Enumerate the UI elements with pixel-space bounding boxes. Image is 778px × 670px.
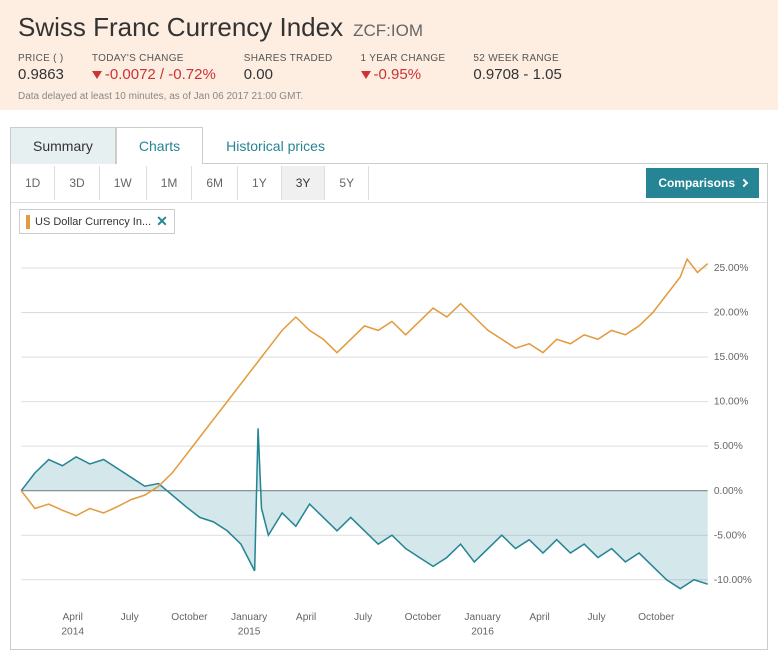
stat-value: -0.0072 / -0.72% [92, 66, 216, 83]
stat-label: 1 YEAR CHANGE [361, 53, 446, 64]
stat-range: 52 WEEK RANGE 0.9708 - 1.05 [473, 53, 561, 83]
y-tick-label: 25.00% [714, 263, 749, 274]
tab-summary[interactable]: Summary [10, 127, 116, 164]
range-btn-1w[interactable]: 1W [100, 166, 147, 200]
stat-label: 52 WEEK RANGE [473, 53, 561, 64]
chart-panel: 1D3D1W1M6M1Y3Y5Y Comparisons US Dollar C… [10, 164, 768, 650]
quote-header: Swiss Franc Currency Index ZCF:IOM PRICE… [0, 0, 778, 110]
stat-label: PRICE ( ) [18, 53, 64, 64]
ticker-symbol: ZCF:IOM [353, 21, 423, 41]
comparison-chips: US Dollar Currency In... ✕ [11, 203, 767, 240]
x-tick-label: October [405, 612, 442, 623]
comparison-chip[interactable]: US Dollar Currency In... ✕ [19, 209, 175, 234]
x-tick-label: October [171, 612, 208, 623]
y-tick-label: 0.00% [714, 486, 743, 497]
y-tick-label: -5.00% [714, 530, 746, 541]
chip-label: US Dollar Currency In... [35, 216, 151, 228]
x-tick-label: October [638, 612, 675, 623]
stat-value: 0.9708 - 1.05 [473, 66, 561, 83]
arrow-down-icon [92, 71, 102, 79]
line-chart: -10.00% -5.00% 0.00% 5.00% 10.00% 15.00% 20.00… [11, 240, 767, 649]
x-tick-year: 2016 [471, 626, 494, 637]
x-tick-label: April [529, 612, 549, 623]
range-btn-1d[interactable]: 1D [11, 166, 55, 200]
x-tick-label: January [464, 612, 501, 623]
stat-value: 0.00 [244, 66, 333, 83]
range-selector: 1D3D1W1M6M1Y3Y5Y Comparisons [11, 164, 767, 203]
close-icon[interactable]: ✕ [156, 213, 168, 230]
x-tick-year: 2015 [238, 626, 261, 637]
y-tick-label: 20.00% [714, 308, 749, 319]
chip-swatch [26, 215, 30, 229]
stat-value: -0.95% [361, 66, 446, 83]
instrument-name: Swiss Franc Currency Index [18, 12, 343, 43]
series-fill [21, 428, 708, 588]
x-tick-label: July [587, 612, 606, 623]
x-tick-label: July [121, 612, 140, 623]
stat-value: 0.9863 [18, 66, 64, 83]
stat-label: TODAY'S CHANGE [92, 53, 216, 64]
stat-change: TODAY'S CHANGE -0.0072 / -0.72% [92, 53, 216, 83]
x-tick-label: January [231, 612, 268, 623]
chart-area: -10.00% -5.00% 0.00% 5.00% 10.00% 15.00% 20.00… [11, 240, 767, 649]
chevron-right-icon [740, 179, 748, 187]
range-btn-5y[interactable]: 5Y [325, 166, 369, 200]
delay-note: Data delayed at least 10 minutes, as of … [18, 91, 760, 102]
y-tick-label: 10.00% [714, 397, 749, 408]
tab-historical[interactable]: Historical prices [203, 127, 348, 164]
y-tick-label: 5.00% [714, 441, 743, 452]
stat-price: PRICE ( ) 0.9863 [18, 53, 64, 83]
range-btn-1m[interactable]: 1M [147, 166, 193, 200]
comparisons-button[interactable]: Comparisons [646, 168, 759, 198]
tab-charts[interactable]: Charts [116, 127, 203, 164]
x-tick-label: July [354, 612, 373, 623]
range-btn-6m[interactable]: 6M [192, 166, 238, 200]
y-tick-label: -10.00% [714, 575, 752, 586]
x-tick-label: April [63, 612, 83, 623]
range-btn-3y[interactable]: 3Y [282, 166, 326, 200]
tab-bar: SummaryChartsHistorical prices [10, 126, 768, 164]
x-tick-year: 2014 [61, 626, 84, 637]
y-tick-label: 15.00% [714, 352, 749, 363]
arrow-down-icon [361, 71, 371, 79]
comparisons-label: Comparisons [658, 176, 735, 190]
range-btn-3d[interactable]: 3D [55, 166, 99, 200]
stat-shares: SHARES TRADED 0.00 [244, 53, 333, 83]
range-btn-1y[interactable]: 1Y [238, 166, 282, 200]
stat-year-change: 1 YEAR CHANGE -0.95% [361, 53, 446, 83]
x-tick-label: April [296, 612, 316, 623]
stat-label: SHARES TRADED [244, 53, 333, 64]
